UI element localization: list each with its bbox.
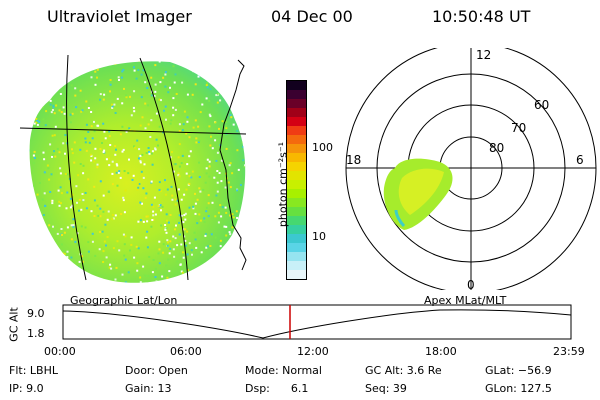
lat-label-60: 60 — [534, 98, 549, 112]
colorbar-tick-100: 100 — [312, 141, 333, 154]
y-tick-1.8: 1.8 — [27, 327, 45, 340]
timeline-chart — [62, 304, 572, 340]
lat-label-80: 80 — [489, 141, 504, 155]
time-label: 10:50:48 UT — [432, 7, 531, 26]
x-tick-0600: 06:00 — [170, 345, 202, 358]
colorbar-swatch — [287, 99, 306, 108]
colorbar-swatch — [287, 225, 306, 234]
colorbar-swatch — [287, 90, 306, 99]
geographic-image — [19, 54, 247, 283]
colorbar-swatch — [287, 108, 306, 117]
x-tick-2359: 23:59 — [553, 345, 585, 358]
y-tick-9: 9.0 — [27, 307, 45, 320]
info-glat: GLat: −56.9 — [485, 364, 552, 377]
image-disc — [29, 61, 246, 283]
instrument-title: Ultraviolet Imager — [47, 7, 192, 26]
timeline-y-axis-label: GC Alt — [7, 307, 21, 342]
colorbar-swatch — [287, 198, 306, 207]
colorbar-swatch — [287, 144, 306, 153]
colorbar-swatch — [287, 252, 306, 261]
info-seq: Seq: 39 — [365, 382, 407, 395]
colorbar-swatch — [287, 261, 306, 270]
date-label: 04 Dec 00 — [271, 7, 353, 26]
info-glon: GLon: 127.5 — [485, 382, 552, 395]
colorbar-swatch — [287, 126, 306, 135]
colorbar-swatch — [287, 162, 306, 171]
info-door: Door: Open — [125, 364, 188, 377]
mlt-label-0: 0 — [467, 278, 475, 290]
mlt-label-18: 18 — [346, 153, 361, 167]
colorbar-tick-10: 10 — [312, 230, 326, 243]
colorbar-swatch — [287, 216, 306, 225]
colorbar-swatch — [287, 207, 306, 216]
info-dsp: Dsp: 6.1 — [245, 382, 309, 395]
info-gain: Gain: 13 — [125, 382, 172, 395]
colorbar-swatch — [287, 135, 306, 144]
info-gc-alt: GC Alt: 3.6 Re — [365, 364, 442, 377]
colorbar-swatch — [287, 171, 306, 180]
mlt-label-6: 6 — [576, 153, 584, 167]
colorbar-swatch — [287, 270, 306, 279]
info-ip: IP: 9.0 — [9, 382, 44, 395]
colorbar-swatch — [287, 180, 306, 189]
polar-plot: 12 18 6 0 60 70 80 — [345, 48, 597, 290]
colorbar-swatch — [287, 234, 306, 243]
colorbar-swatch — [287, 189, 306, 198]
colorbar — [286, 80, 307, 280]
colorbar-swatch — [287, 117, 306, 126]
lat-label-70: 70 — [511, 121, 526, 135]
timeline-left-title: Geographic Lat/Lon — [70, 294, 178, 307]
timeline-right-title: Apex MLat/MLT — [424, 294, 507, 307]
colorbar-unit-label: photon cm⁻²s⁻¹ — [276, 141, 290, 228]
x-tick-0000: 00:00 — [44, 345, 76, 358]
colorbar-swatch — [287, 153, 306, 162]
x-tick-1800: 18:00 — [425, 345, 457, 358]
info-mode: Mode: Normal — [245, 364, 322, 377]
colorbar-swatch — [287, 81, 306, 90]
colorbar-swatch — [287, 243, 306, 252]
info-flt: Flt: LBHL — [9, 364, 58, 377]
x-tick-1200: 12:00 — [297, 345, 329, 358]
mlt-label-12: 12 — [476, 48, 491, 62]
